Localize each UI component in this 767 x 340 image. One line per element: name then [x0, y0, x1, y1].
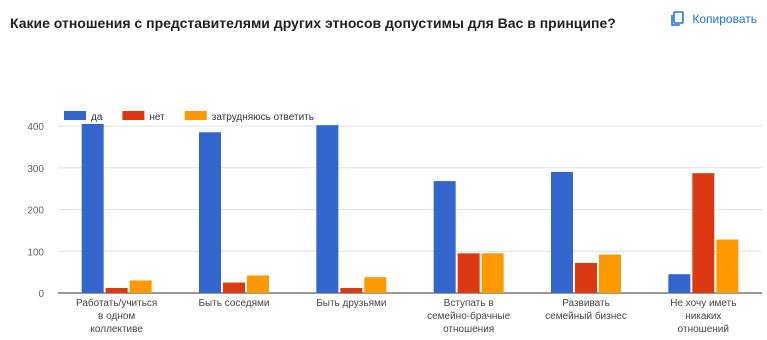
y-tick-label: 400 — [27, 122, 44, 133]
bar[interactable] — [247, 275, 269, 293]
bar[interactable] — [433, 181, 456, 293]
category-label: Вступать в семейно-брачные отношения — [427, 298, 511, 335]
bar[interactable] — [129, 280, 152, 293]
y-tick-label: 300 — [27, 164, 44, 175]
category-label: Быть соседями — [198, 298, 269, 309]
bar[interactable] — [105, 287, 128, 293]
legend-label: нет — [149, 112, 165, 123]
y-tick-label: 0 — [38, 289, 44, 300]
legend-swatch — [64, 111, 86, 120]
legend-label: да — [91, 112, 103, 123]
category-label: Не хочу иметь никаких отношений — [670, 298, 736, 335]
bar[interactable] — [668, 274, 691, 293]
y-tick-label: 100 — [27, 247, 44, 258]
category-label: Работать/учиться в одном коллективе — [76, 297, 157, 335]
bar[interactable] — [457, 253, 480, 293]
bar[interactable] — [364, 277, 387, 293]
bar[interactable] — [81, 123, 104, 293]
legend-label: затрудняюсь ответить — [212, 112, 314, 123]
copy-icon — [670, 11, 685, 27]
legend-swatch — [184, 111, 207, 120]
y-tick-label: 200 — [27, 206, 44, 217]
bar[interactable] — [599, 254, 621, 293]
legend-swatch — [122, 111, 145, 120]
copy-button[interactable]: Копировать — [670, 8, 757, 30]
question-title: Какие отношения с представителями других… — [10, 15, 616, 31]
bar[interactable] — [223, 282, 245, 293]
bar[interactable] — [575, 262, 597, 293]
bar[interactable] — [199, 132, 221, 293]
bar[interactable] — [316, 125, 339, 293]
bar[interactable] — [481, 253, 504, 293]
copy-label: Копировать — [692, 12, 757, 26]
category-label: Развивать семейный бизнес — [545, 298, 627, 322]
bar[interactable] — [716, 239, 739, 293]
category-label: Быть друзьями — [316, 298, 386, 309]
bar[interactable] — [692, 173, 715, 293]
bar[interactable] — [340, 287, 363, 293]
bar[interactable] — [551, 171, 573, 293]
